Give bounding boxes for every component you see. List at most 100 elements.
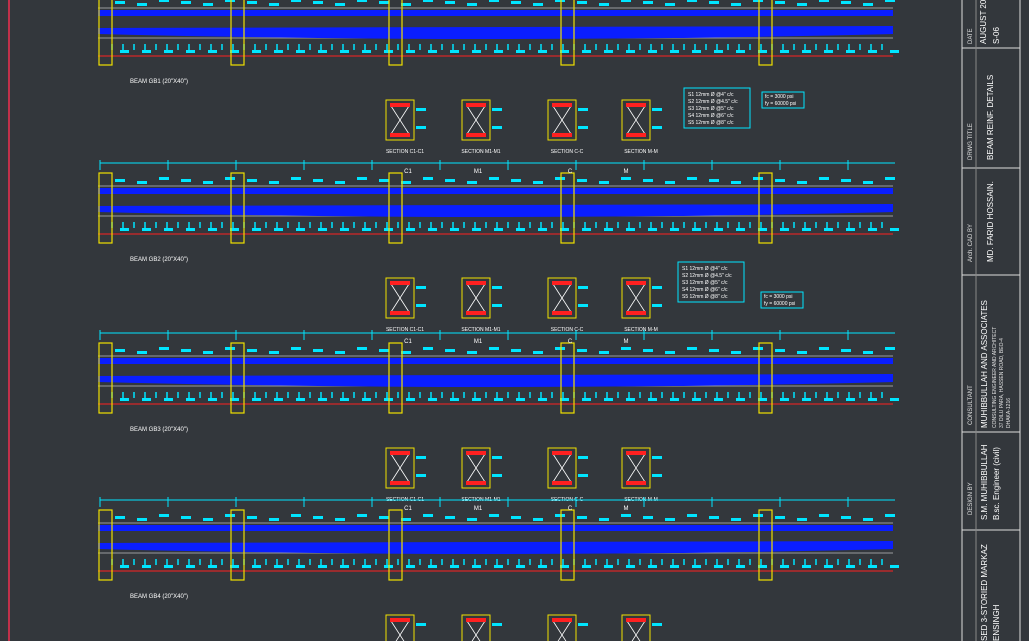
bar-tag [736, 565, 745, 568]
section-outline [461, 277, 491, 319]
section-tag [578, 456, 588, 459]
consultant-line: CONSULTING ENGINEER AND ARCHITECT [992, 327, 998, 428]
bar-tag [758, 228, 767, 231]
section-tag [416, 286, 426, 289]
bar-tag [538, 50, 547, 53]
bar-tag [670, 50, 679, 53]
bar-tag [225, 177, 235, 180]
bar-tag [159, 347, 169, 350]
column [758, 0, 773, 66]
bar-tag [797, 351, 807, 354]
bar-tag [511, 1, 521, 4]
section-outline [385, 447, 415, 489]
bar-tag [802, 50, 811, 53]
bottom-bar [98, 26, 893, 39]
bar-tag [225, 0, 235, 2]
bar-tag [692, 398, 701, 401]
bar-tag [890, 565, 899, 568]
bar-tag [120, 398, 129, 401]
bar-tag [648, 565, 657, 568]
bar-tag [670, 228, 679, 231]
section-tag [416, 623, 426, 626]
bar-tag [115, 1, 125, 4]
section-outline [621, 99, 651, 141]
bar-tag [203, 518, 213, 521]
bar-tag [313, 349, 323, 352]
bar-tag [797, 181, 807, 184]
bar-tag [604, 228, 613, 231]
bar-tag [560, 228, 569, 231]
project: SED 3-STORIED MARKAZ [980, 544, 989, 641]
bar-tag [670, 398, 679, 401]
bottom-bar [98, 374, 893, 387]
consultant-line: DHAKA-1216 [1006, 398, 1012, 428]
bar-tag [335, 351, 345, 354]
bar-tag [406, 398, 415, 401]
bar-tag [208, 398, 217, 401]
strength-row: fc = 3000 psi [764, 294, 793, 300]
bar-tag [357, 514, 367, 517]
section-outline [385, 277, 415, 319]
column [230, 342, 245, 414]
bar-tag [714, 50, 723, 53]
bar-tag [291, 514, 301, 517]
bottom-bar [98, 541, 893, 554]
section-ties [390, 283, 410, 313]
bar-tag [626, 565, 635, 568]
schedule-box [683, 87, 751, 129]
bar-tag [142, 50, 151, 53]
schedule-row: S2 12mm Ø @4.5" c/c [688, 99, 738, 105]
section-rebar [390, 451, 410, 455]
bar-tag [797, 518, 807, 521]
bar-tag [379, 179, 389, 182]
bar-tag [863, 351, 873, 354]
section-rebar [466, 618, 486, 622]
bar-tag [692, 565, 701, 568]
section-tag [652, 304, 662, 307]
bar-tag [709, 179, 719, 182]
bar-tag [533, 181, 543, 184]
bar-tag [511, 516, 521, 519]
bar-tag [313, 516, 323, 519]
bar-tag [247, 179, 257, 182]
bar-tag [824, 50, 833, 53]
bar-tag [428, 398, 437, 401]
bar-tag [533, 518, 543, 521]
bar-tag [379, 516, 389, 519]
section-ties [626, 283, 646, 313]
bar-tag [868, 228, 877, 231]
bar-tag [577, 1, 587, 4]
drawing-title: BEAM REINF. DETAILS [986, 75, 995, 160]
bar-tag [203, 351, 213, 354]
bar-tag [780, 228, 789, 231]
bar-tag [538, 398, 547, 401]
bar-tag [555, 0, 565, 2]
consultant-line: 37 DILU PARA, HASSEN ROAD, BEO-4 [999, 338, 1005, 428]
bar-tag [841, 516, 851, 519]
section-mark: M1 [474, 169, 483, 175]
bar-tag [269, 351, 279, 354]
bar-tag [863, 518, 873, 521]
bar-tag [538, 565, 547, 568]
bar-tag [247, 516, 257, 519]
bar-tag [181, 1, 191, 4]
schedule-row: S1 12mm Ø @4" c/c [688, 92, 734, 98]
bar-tag [687, 514, 697, 517]
section-ties [626, 453, 646, 483]
bar-tag [714, 398, 723, 401]
bar-tag [494, 228, 503, 231]
bar-tag [736, 228, 745, 231]
bar-tag [225, 514, 235, 517]
bar-tag [357, 0, 367, 2]
bar-tag [252, 398, 261, 401]
section-rebar [390, 133, 410, 137]
bar-tag [357, 347, 367, 350]
bar-tag [423, 347, 433, 350]
date: AUGUST 20 [979, 0, 988, 44]
bar-tag [797, 3, 807, 6]
bar-tag [516, 398, 525, 401]
section-tag [578, 623, 588, 626]
bar-tag [164, 228, 173, 231]
section-mark: C [568, 339, 573, 345]
column [560, 172, 575, 244]
